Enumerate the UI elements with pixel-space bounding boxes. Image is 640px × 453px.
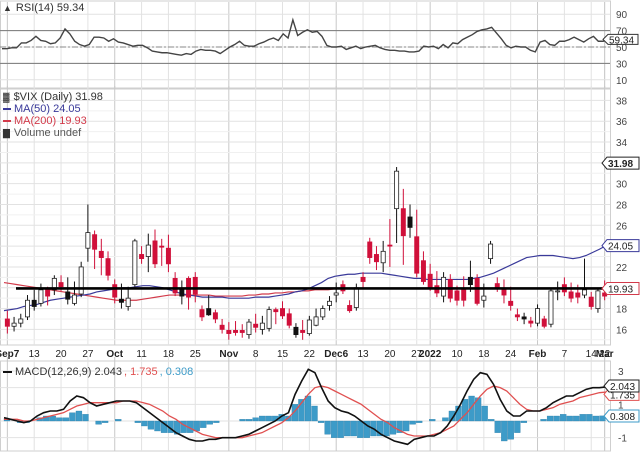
svg-text:13: 13 — [357, 349, 369, 360]
svg-text:70: 70 — [616, 27, 628, 38]
svg-text:10: 10 — [616, 76, 628, 87]
price-legend: ▓ $VIX (Daily) 31.98 MA(50) 24.05 MA(200)… — [3, 91, 103, 139]
rsi-title: RSI(14) 59.34 — [15, 2, 85, 14]
macd-histogram-value: , 0.308 — [159, 366, 194, 378]
svg-text:30: 30 — [616, 180, 628, 191]
svg-text:22: 22 — [616, 263, 628, 274]
svg-text:27: 27 — [82, 349, 94, 360]
svg-text:Mar: Mar — [596, 349, 614, 360]
ma200-label: MA(200) 19.93 — [14, 115, 87, 127]
candlestick-icon: ▓ — [3, 92, 10, 102]
svg-text:24.05: 24.05 — [608, 242, 633, 253]
svg-text:31.98: 31.98 — [608, 159, 633, 170]
svg-text:22: 22 — [599, 349, 611, 360]
ma50-label: MA(50) 24.05 — [14, 103, 81, 115]
ma200-swatch-icon — [3, 120, 11, 122]
svg-text:7: 7 — [562, 349, 568, 360]
macd-swatch-icon — [3, 371, 12, 373]
macd-signal-value: , 1.735 — [124, 366, 158, 378]
svg-text:50: 50 — [616, 43, 628, 54]
ma50-swatch-icon — [3, 108, 11, 110]
svg-text:18: 18 — [616, 305, 628, 316]
svg-text:3: 3 — [618, 367, 624, 378]
rsi-indicator-icon: ▲ — [3, 3, 12, 13]
svg-text:14: 14 — [586, 349, 598, 360]
svg-text:18: 18 — [478, 349, 490, 360]
svg-text:38: 38 — [616, 96, 628, 107]
svg-text:20: 20 — [384, 349, 396, 360]
svg-text:27: 27 — [411, 349, 423, 360]
svg-text:28: 28 — [616, 200, 628, 211]
svg-text:25: 25 — [190, 349, 202, 360]
svg-text:59.34: 59.34 — [609, 35, 634, 46]
svg-text:Sep7: Sep7 — [0, 349, 20, 360]
svg-text:8: 8 — [253, 349, 259, 360]
svg-text:1.735: 1.735 — [610, 390, 635, 401]
svg-text:11: 11 — [136, 349, 147, 360]
svg-text:18: 18 — [163, 349, 175, 360]
svg-text:16: 16 — [616, 325, 628, 336]
svg-text:Oct: Oct — [106, 349, 123, 360]
svg-text:2.043: 2.043 — [610, 382, 635, 393]
svg-text:36: 36 — [616, 117, 628, 128]
svg-text:0.308: 0.308 — [610, 412, 635, 423]
price-title: $VIX (Daily) 31.98 — [13, 91, 103, 103]
svg-text:1: 1 — [618, 400, 624, 411]
svg-text:20: 20 — [55, 349, 67, 360]
svg-text:Dec6: Dec6 — [324, 349, 348, 360]
macd-title: MACD(12,26,9) 2.043 — [15, 366, 122, 378]
svg-text:24: 24 — [505, 349, 517, 360]
svg-text:19.93: 19.93 — [608, 284, 633, 295]
rsi-legend: ▲ RSI(14) 59.34 — [3, 2, 84, 14]
volume-bars-icon: ▇ — [3, 128, 10, 138]
svg-text:10: 10 — [451, 349, 463, 360]
svg-text:90: 90 — [616, 10, 628, 21]
svg-text:26: 26 — [616, 221, 628, 232]
svg-text:Nov: Nov — [219, 349, 238, 360]
svg-text:15: 15 — [277, 349, 289, 360]
svg-text:13: 13 — [29, 349, 41, 360]
svg-text:-1: -1 — [618, 434, 627, 445]
svg-text:34: 34 — [616, 138, 628, 149]
svg-text:22: 22 — [304, 349, 316, 360]
volume-label: Volume undef — [13, 127, 82, 139]
svg-text:2022: 2022 — [419, 349, 442, 360]
svg-text:30: 30 — [616, 59, 628, 70]
svg-text:Feb: Feb — [529, 349, 547, 360]
macd-legend: MACD(12,26,9) 2.043, 1.735, 0.308 — [3, 366, 193, 378]
